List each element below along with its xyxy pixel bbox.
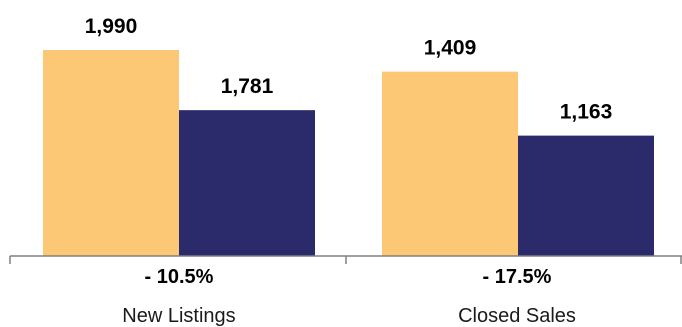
value-labels-layer: 1,990 1,409 1,781 1,163 [85,15,613,124]
category-label-new-listings: New Listings [122,305,235,327]
change-label-new-listings: - 10.5% [145,266,214,288]
value-label-closed-sales-first: 1,409 [424,37,477,60]
bar-closed-sales-second [518,135,654,256]
value-label-closed-sales-second: 1,163 [560,101,613,124]
value-label-new-listings-second: 1,781 [221,75,274,98]
bar-new-listings-second [179,110,315,256]
bars-layer [43,50,654,256]
bar-closed-sales-first [382,71,518,256]
value-label-new-listings-first: 1,990 [85,15,138,38]
change-label-closed-sales: - 17.5% [483,266,552,288]
category-label-closed-sales: Closed Sales [458,305,576,327]
bar-new-listings-first [43,50,179,256]
